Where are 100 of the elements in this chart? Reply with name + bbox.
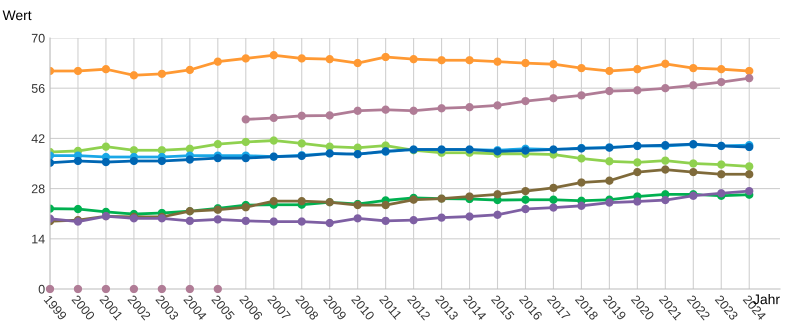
point (353, 58, 362, 68)
y-tick-label: 0 (38, 284, 45, 294)
y-axis-title: Wert (2, 10, 32, 20)
point (242, 138, 250, 146)
point (186, 144, 194, 153)
point (298, 112, 306, 120)
point (549, 196, 558, 204)
point (605, 86, 614, 96)
point (74, 66, 82, 76)
point (745, 162, 754, 171)
point (661, 165, 670, 174)
point (577, 202, 586, 210)
point (102, 158, 110, 166)
point (186, 216, 194, 226)
point (130, 146, 138, 154)
point (717, 160, 726, 169)
point (661, 156, 670, 165)
point (381, 216, 390, 226)
point (130, 284, 138, 294)
point (577, 91, 586, 100)
point (717, 78, 726, 86)
point (158, 70, 166, 78)
point (326, 54, 334, 64)
point (353, 106, 362, 115)
point (745, 74, 754, 82)
point (605, 157, 614, 166)
point (465, 56, 474, 64)
point (633, 168, 642, 176)
point (270, 114, 278, 122)
point (717, 189, 726, 198)
point (521, 186, 530, 196)
y-tick-label: 70 (32, 34, 45, 43)
point (130, 156, 138, 166)
point (409, 54, 418, 64)
point (381, 200, 390, 210)
point (326, 218, 334, 228)
point (74, 284, 82, 294)
point (214, 215, 222, 224)
point (270, 217, 278, 226)
point (270, 51, 278, 60)
point (521, 196, 530, 204)
point (270, 196, 278, 206)
point (298, 139, 306, 148)
point (242, 203, 250, 212)
point (549, 203, 558, 212)
point (745, 170, 754, 178)
point (577, 154, 586, 163)
point (298, 196, 306, 206)
point (158, 156, 166, 166)
point (102, 65, 110, 74)
point (437, 56, 446, 64)
point (214, 284, 222, 294)
point (493, 190, 502, 199)
point (493, 210, 502, 219)
point (661, 60, 670, 68)
point (186, 155, 194, 164)
y-tick-label: 56 (32, 84, 45, 93)
point (409, 106, 418, 115)
point (689, 168, 698, 176)
point (521, 96, 530, 106)
point (214, 154, 222, 162)
point (326, 142, 334, 151)
point (493, 101, 502, 110)
point (577, 64, 586, 72)
point (549, 60, 558, 68)
point (326, 111, 334, 120)
point (158, 146, 166, 154)
point (633, 158, 642, 167)
point (158, 284, 166, 294)
point (102, 284, 110, 294)
point (465, 192, 474, 201)
point (242, 115, 250, 124)
point (381, 106, 390, 114)
point (242, 154, 250, 162)
point (717, 65, 726, 74)
point (633, 65, 642, 74)
point (214, 58, 222, 66)
point (689, 64, 698, 72)
point (130, 71, 138, 80)
point (186, 284, 194, 294)
point (437, 213, 446, 222)
point (186, 66, 194, 74)
point (381, 52, 390, 62)
point (242, 54, 250, 63)
point (661, 84, 670, 92)
point (409, 216, 418, 224)
point (46, 284, 54, 294)
point (689, 159, 698, 168)
point (465, 103, 474, 112)
point (633, 86, 642, 95)
point (465, 212, 474, 221)
point (549, 94, 558, 102)
point (102, 142, 110, 151)
point (298, 217, 306, 226)
point (745, 186, 754, 196)
point (521, 204, 530, 214)
point (605, 198, 614, 207)
point (298, 54, 306, 63)
y-tick-label: 14 (32, 234, 45, 244)
point (270, 136, 278, 145)
